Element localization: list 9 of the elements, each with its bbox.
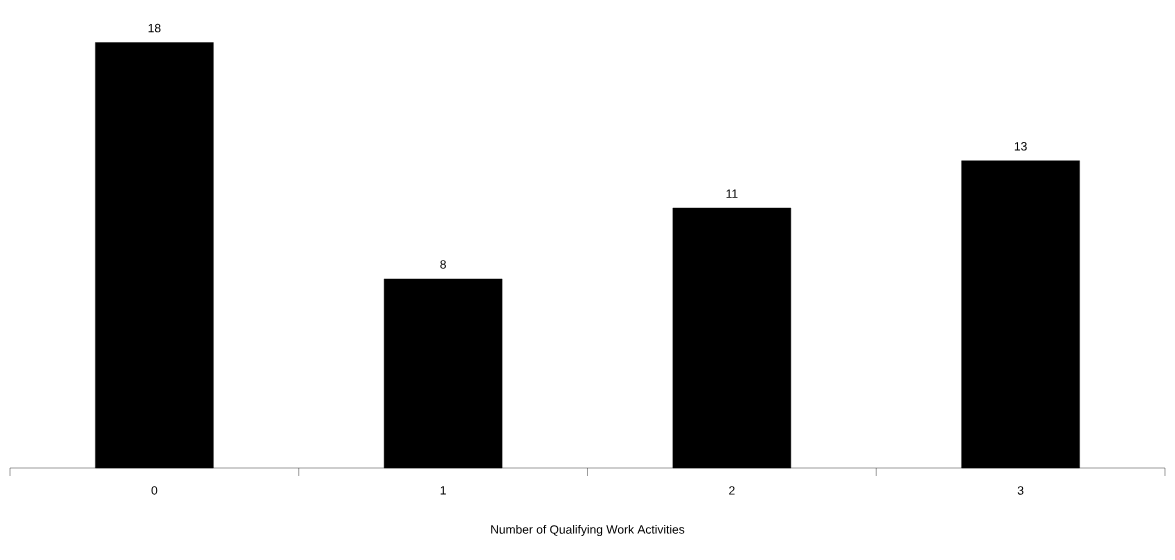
- x-tick-label: 3: [1017, 486, 1024, 495]
- data-label: 11: [726, 189, 738, 198]
- data-label: 8: [440, 260, 446, 269]
- x-tick-label: 0: [151, 486, 158, 495]
- x-tick-label: 1: [440, 486, 446, 495]
- x-tick-label: 2: [729, 486, 735, 495]
- x-axis-title: Number of Qualifying Work Activities: [491, 524, 685, 537]
- data-label: 13: [1014, 142, 1027, 151]
- data-label: 18: [148, 23, 161, 33]
